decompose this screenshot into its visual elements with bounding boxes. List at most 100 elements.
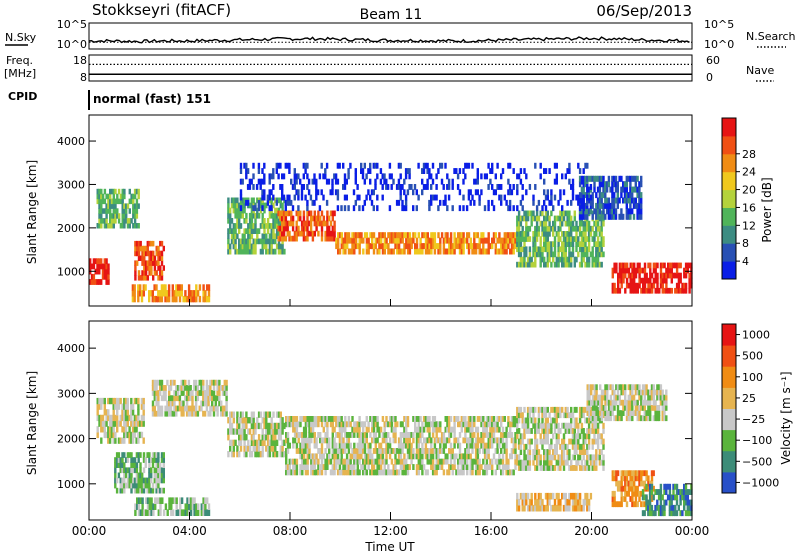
cell [383,432,386,438]
cell [153,477,156,484]
cell [256,197,259,204]
cell [405,464,408,470]
cell [629,202,632,209]
cell [596,202,600,209]
cell [263,434,266,441]
cell [134,275,137,281]
cell [331,215,334,222]
cell [232,445,235,452]
cell [539,251,542,258]
cell [528,454,532,461]
cell [623,192,627,199]
cell [614,175,618,182]
cell [130,218,133,224]
cell [392,469,395,476]
cell [356,421,359,428]
cell [139,284,142,291]
cell [126,403,129,410]
cell [193,295,196,303]
cell [663,483,666,490]
cell [265,428,268,435]
cell [308,421,311,428]
region-9 [611,262,693,294]
cell [641,384,645,391]
cell [455,469,458,476]
cell [640,287,643,294]
cell [424,421,428,428]
cell [575,231,578,237]
cell [200,400,203,407]
cell [631,399,634,406]
cell [444,248,447,255]
cell [281,194,284,201]
cell [245,173,248,180]
cell [591,454,594,461]
cell [640,208,643,215]
cell [627,410,630,416]
cell [514,448,517,454]
cell [334,173,338,180]
cell [412,464,415,470]
cell [151,462,155,468]
cell [345,464,349,470]
cell [198,379,201,386]
cell [627,213,630,220]
cell [342,469,345,476]
cell [160,385,164,391]
cell [96,268,99,275]
cell [535,225,539,232]
cell [374,184,377,190]
cell [180,385,183,391]
cell [650,394,654,401]
cell [684,489,688,495]
cell [634,475,638,482]
cell [234,197,237,204]
cell [221,405,225,412]
cell [291,184,295,190]
cell [230,238,234,245]
cell [270,445,273,452]
cell [656,410,659,416]
colorbar-swatch-8 [722,118,736,137]
cell [611,410,614,416]
cell [148,462,151,468]
cell [143,509,146,516]
cell [546,251,549,258]
cell [544,433,548,440]
cell [625,405,629,411]
cell [561,241,564,247]
cell [469,437,472,444]
cell [131,426,135,433]
cell [144,477,147,484]
cell [589,202,593,209]
cell [304,469,308,476]
cell [578,241,582,247]
cell [94,279,97,285]
cell [319,220,322,227]
cell [617,272,620,279]
cell [645,494,648,501]
cell [412,232,415,239]
cell [586,202,589,209]
cell [656,394,659,401]
cell [444,237,447,244]
cell [331,210,334,217]
cell [627,490,630,497]
cell [587,454,591,461]
cell [525,189,528,196]
cell [593,261,596,268]
cell [137,290,140,297]
cell [457,237,460,244]
cell [318,173,322,180]
cell [295,432,299,438]
cell [561,438,564,445]
cell [358,205,361,212]
cell [275,212,279,219]
cell [618,501,622,508]
cell [512,248,515,255]
cell [130,397,133,405]
cell [596,256,600,263]
cell [313,469,316,476]
cell [317,421,320,428]
cell [353,243,356,250]
